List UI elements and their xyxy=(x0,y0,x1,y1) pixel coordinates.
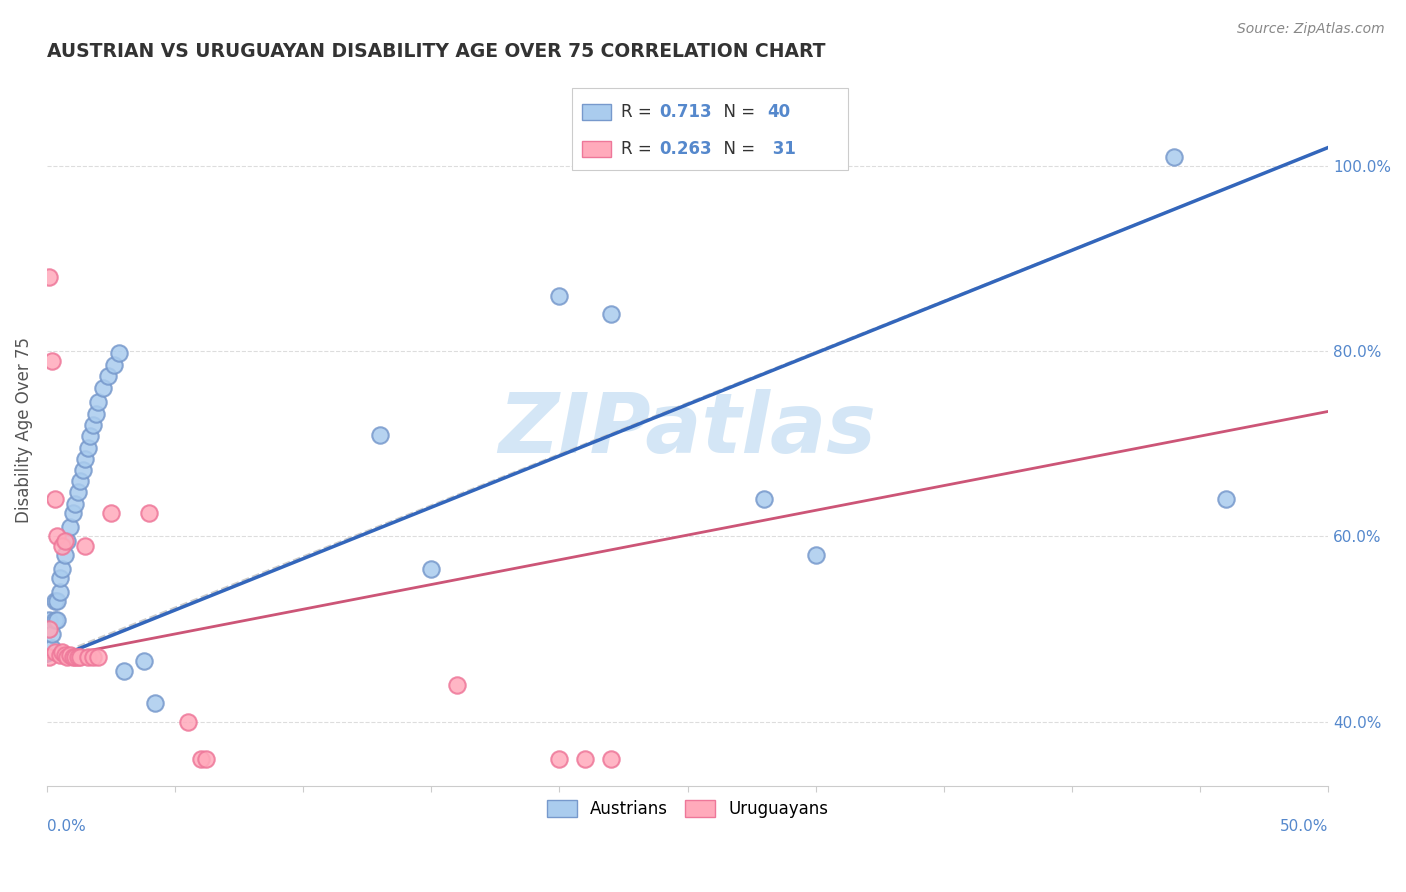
Point xyxy=(97,369,120,384)
Point xyxy=(420,562,443,576)
Point xyxy=(48,648,70,662)
Point xyxy=(134,655,156,669)
Point xyxy=(91,381,114,395)
Point xyxy=(574,752,596,766)
Point xyxy=(63,497,86,511)
Point xyxy=(446,678,468,692)
Point xyxy=(599,307,621,321)
Point xyxy=(56,649,79,664)
Point xyxy=(62,649,84,664)
Point xyxy=(38,622,60,636)
Point xyxy=(59,648,82,662)
Point xyxy=(75,539,97,553)
Point xyxy=(368,427,391,442)
Text: R =: R = xyxy=(621,103,657,121)
Point xyxy=(548,288,571,302)
Point xyxy=(548,752,571,766)
FancyBboxPatch shape xyxy=(582,141,610,157)
Point xyxy=(56,534,79,549)
Point xyxy=(177,714,200,729)
Point xyxy=(62,506,84,520)
Point xyxy=(41,626,63,640)
Point xyxy=(79,429,101,443)
Point xyxy=(754,492,776,507)
Text: Source: ZipAtlas.com: Source: ZipAtlas.com xyxy=(1237,22,1385,37)
Point xyxy=(107,346,129,360)
Point xyxy=(38,270,60,285)
Point xyxy=(1163,150,1185,164)
Point xyxy=(138,506,160,520)
Point xyxy=(53,648,76,662)
Point xyxy=(194,752,217,766)
Point xyxy=(599,752,621,766)
Point xyxy=(38,649,60,664)
Point xyxy=(44,613,66,627)
Point xyxy=(82,418,104,433)
Point xyxy=(84,407,107,421)
Point xyxy=(38,622,60,636)
Y-axis label: Disability Age Over 75: Disability Age Over 75 xyxy=(15,337,32,523)
Point xyxy=(41,640,63,655)
Point xyxy=(51,562,73,576)
Point xyxy=(48,571,70,585)
Text: 31: 31 xyxy=(766,140,796,158)
Text: 0.0%: 0.0% xyxy=(46,819,86,834)
Point xyxy=(46,613,69,627)
FancyBboxPatch shape xyxy=(572,87,848,169)
Text: 0.263: 0.263 xyxy=(659,140,711,158)
Point xyxy=(112,664,135,678)
Point xyxy=(69,474,91,488)
Text: AUSTRIAN VS URUGUAYAN DISABILITY AGE OVER 75 CORRELATION CHART: AUSTRIAN VS URUGUAYAN DISABILITY AGE OVE… xyxy=(46,42,825,61)
Point xyxy=(1215,492,1237,507)
Point xyxy=(66,649,89,664)
Point xyxy=(51,645,73,659)
Point xyxy=(103,358,125,372)
Point xyxy=(44,645,66,659)
Legend: Austrians, Uruguayans: Austrians, Uruguayans xyxy=(540,793,835,824)
Point xyxy=(48,585,70,599)
FancyBboxPatch shape xyxy=(582,104,610,120)
Point xyxy=(72,463,94,477)
Point xyxy=(44,492,66,507)
Point xyxy=(44,594,66,608)
Point xyxy=(51,539,73,553)
Text: R =: R = xyxy=(621,140,657,158)
Point xyxy=(87,395,110,409)
Point xyxy=(143,696,166,710)
Text: ZIPatlas: ZIPatlas xyxy=(499,390,876,470)
Text: 50.0%: 50.0% xyxy=(1279,819,1329,834)
Point xyxy=(190,752,212,766)
Point xyxy=(804,548,827,562)
Point xyxy=(82,649,104,664)
Text: N =: N = xyxy=(713,103,761,121)
Text: 40: 40 xyxy=(766,103,790,121)
Point xyxy=(87,649,110,664)
Point xyxy=(46,529,69,543)
Point xyxy=(69,649,91,664)
Point xyxy=(63,649,86,664)
Point xyxy=(53,548,76,562)
Text: 0.713: 0.713 xyxy=(659,103,711,121)
Point xyxy=(41,353,63,368)
Point xyxy=(66,485,89,500)
Point xyxy=(77,649,100,664)
Point xyxy=(77,442,100,456)
Text: N =: N = xyxy=(713,140,761,158)
Point xyxy=(75,451,97,466)
Point xyxy=(59,520,82,534)
Point xyxy=(46,594,69,608)
Point xyxy=(53,534,76,549)
Point xyxy=(100,506,122,520)
Point xyxy=(38,613,60,627)
